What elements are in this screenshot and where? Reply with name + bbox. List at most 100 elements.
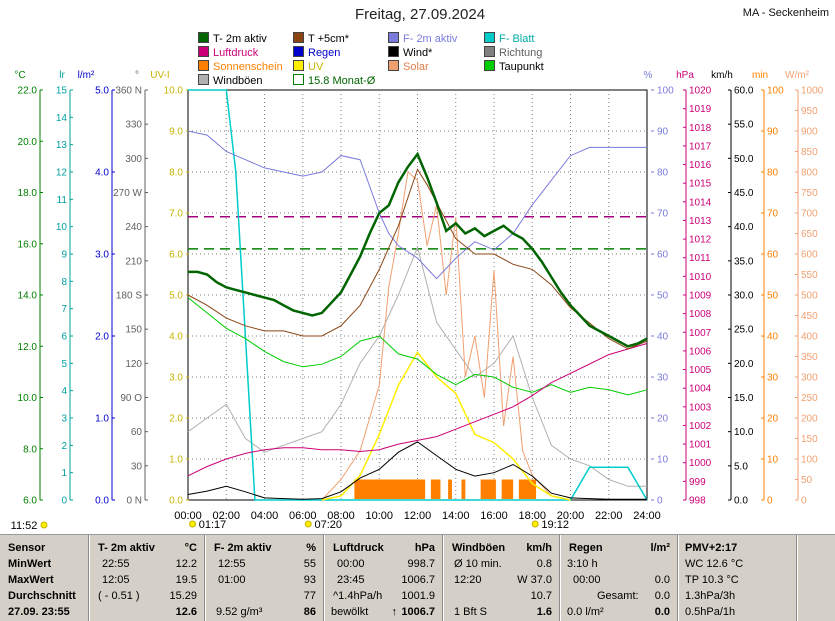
axis-tick-label: 900 — [801, 127, 818, 138]
axis-tick-label: 350 — [801, 352, 818, 363]
hum-avg-value: 77 — [303, 590, 316, 602]
temp-avg-value: 15.29 — [169, 590, 197, 602]
rain-unit: l/m² — [650, 542, 670, 554]
axis-unit-label: UV-I — [150, 70, 169, 81]
axis-tick-label: 7 — [61, 304, 67, 315]
axis-tick-label: 550 — [801, 270, 818, 281]
legend-swatch — [293, 46, 304, 57]
axis-unit-label: lr — [59, 70, 65, 81]
legend-item: Taupunkt — [484, 60, 544, 73]
axis-tick-label: 40.0 — [734, 222, 754, 233]
axis-tick-label: 13 — [56, 140, 68, 151]
chart-area: Freitag, 27.09.2024 MA - Seckenheim T- 2… — [11, 6, 829, 532]
axis-tick-label: 20 — [657, 414, 669, 425]
axis-tick-label: 700 — [801, 209, 818, 220]
legend-swatch — [293, 74, 304, 85]
legend-label: F- Blatt — [499, 33, 535, 45]
axis-tick-label: 70 — [657, 209, 669, 220]
axis-tick-label: 1005 — [689, 365, 712, 376]
axis-tick-label: 90 O — [120, 393, 142, 404]
wind-head: Windböen — [452, 542, 506, 554]
wind-max-value: W 37.0 — [517, 574, 552, 586]
axis-tick-label: 5.0 — [734, 461, 748, 472]
press-weather: bewölkt — [331, 606, 369, 618]
stats-table: Sensor MinWert MaxWert Durchschnitt 27.0… — [0, 534, 835, 621]
sunshine-bar — [448, 479, 452, 499]
rain-current: 0.0 — [654, 606, 670, 618]
axis-tick-label: 22.0 — [18, 86, 38, 97]
legend-item: T +5cm* — [293, 32, 349, 45]
axis-tick-label: 11 — [57, 195, 68, 206]
axis-tick-label: 150 — [801, 434, 818, 445]
axis-tick-label: 12.0 — [18, 342, 38, 353]
axis-tick-label: 90 — [657, 127, 669, 138]
hum-unit: % — [306, 542, 316, 554]
axis-tick-label: 6.0 — [169, 250, 183, 261]
axis-tick-label: 80 — [657, 168, 669, 179]
axis-tick-label: 0 — [801, 496, 807, 507]
axis-unit-label: % — [644, 70, 653, 81]
legend-item: 15.8 Monat-Ø — [293, 74, 375, 87]
hum-max-value: 93 — [303, 574, 316, 586]
axis-tick-label: 18.0 — [18, 188, 38, 199]
x-tick-label: 12:00 — [404, 510, 432, 522]
axis-tick-label: 4.0 — [95, 168, 109, 179]
legend-item: Solar — [388, 60, 429, 73]
axis-unit-label: min — [752, 70, 768, 81]
wind-current: 1.6 — [536, 606, 552, 618]
rain-max-value: 0.0 — [654, 574, 670, 586]
legend-swatch — [484, 60, 495, 71]
axis-tick-label: 150 — [125, 325, 142, 336]
axis-unit-label: l/m² — [78, 70, 95, 81]
rain-today: 0.0 l/m² — [567, 606, 604, 618]
legend-item: UV — [293, 60, 323, 73]
axis-tick-label: 30 — [767, 373, 779, 384]
axis-tick-label: 1020 — [689, 86, 712, 97]
hum-min-value: 55 — [303, 558, 316, 570]
axis-tick-label: 0.0 — [95, 496, 109, 507]
axis-tick-label: 1018 — [689, 123, 712, 134]
legend-label: UV — [308, 61, 324, 73]
axis-unit-label: W/m² — [785, 70, 810, 81]
station-name: MA - Seckenheim — [742, 7, 829, 19]
axis-tick-label: 1010 — [689, 272, 712, 283]
axis-tick-label: 50.0 — [734, 154, 754, 165]
axis-tick-label: 5.0 — [95, 86, 109, 97]
axis-tick-label: 60 — [657, 250, 669, 261]
col-labels: Sensor MinWert MaxWert Durchschnitt 27.0… — [0, 535, 88, 621]
legend-label: Wind* — [403, 47, 433, 59]
axis-tick-label: 80 — [767, 168, 779, 179]
legend-item: Wind* — [388, 46, 432, 59]
axis-tick-label: 200 — [801, 414, 818, 425]
current-sun-icon — [40, 521, 48, 529]
legend-label: Richtung — [499, 47, 543, 59]
axis-tick-label: 210 — [125, 256, 142, 267]
axis-tick-label: 0 — [657, 496, 663, 507]
sunshine-bar — [518, 479, 537, 499]
axis-tick-label: 400 — [801, 332, 818, 343]
legend-item: F- Blatt — [484, 32, 534, 45]
axis-unit-label: km/h — [711, 70, 733, 81]
wind-avg-value: 10.7 — [530, 590, 552, 602]
axis-tick-label: 450 — [801, 311, 818, 322]
x-tick-label: 06:00 — [289, 510, 317, 522]
axis-tick-label: 100 — [767, 86, 784, 97]
axis-tick-label: 1001 — [689, 440, 712, 451]
legend-swatch — [198, 46, 209, 57]
axis-tick-label: 20.0 — [18, 137, 38, 148]
axis-tick-label: 16.0 — [18, 239, 38, 250]
sunshine-bar — [461, 479, 466, 499]
axis-tick-label: 60.0 — [734, 86, 754, 97]
axis-tick-label: 50 — [801, 475, 813, 486]
rain-head: Regen — [569, 542, 603, 554]
axis-tick-label: 2.0 — [95, 332, 109, 343]
axis-tick-label: 1.0 — [169, 455, 183, 466]
axis-tick-label: 1000 — [801, 86, 824, 97]
axis-tick-label: 9 — [61, 250, 67, 261]
col-temp: T- 2m aktiv °C 22:55 12.2 12:05 19.5 ( - 0.… — [90, 535, 203, 621]
wind-avg10: 0.8 — [536, 558, 552, 570]
hum-current: 86 — [303, 606, 316, 618]
axis-tick-label: 600 — [801, 250, 818, 261]
legend-label: Solar — [403, 61, 429, 73]
axis-tick-label: 60 — [767, 250, 779, 261]
